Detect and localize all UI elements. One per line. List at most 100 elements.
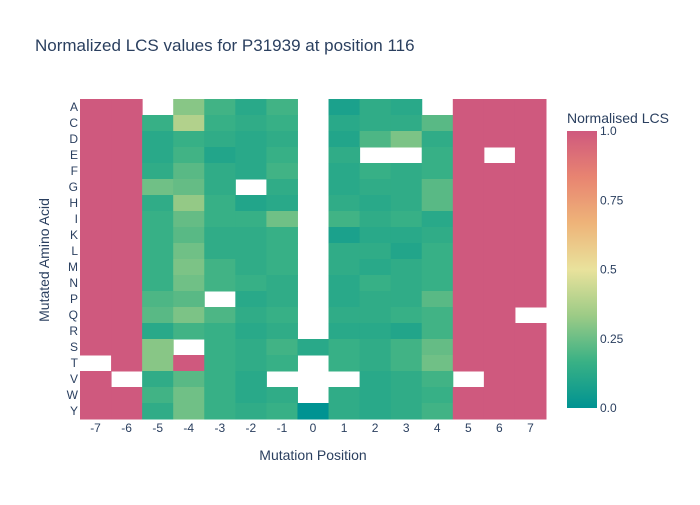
- heatmap-cell-K--5: [142, 227, 174, 244]
- heatmap-cell-P-4: [421, 291, 454, 308]
- heatmap-cell-Q-1: [328, 307, 361, 324]
- heatmap-cell-D-2: [359, 131, 392, 148]
- heatmap-cell-T--2: [235, 355, 267, 372]
- heatmap-cell-V-7: [514, 371, 547, 388]
- heatmap-cell-N-7: [514, 275, 547, 292]
- heatmap-cell-F--4: [173, 163, 205, 180]
- heatmap-cell-D-5: [452, 131, 485, 148]
- heatmap-cell-W-4: [421, 387, 454, 404]
- heatmap-cell-Y--1: [266, 403, 298, 420]
- heatmap-cell-Q-5: [452, 307, 485, 324]
- heatmap-cell-A-5: [452, 99, 485, 116]
- heatmap-cell-P--6: [111, 291, 143, 308]
- heatmap-cell-M-1: [328, 259, 361, 276]
- heatmap-cell-N--5: [142, 275, 174, 292]
- x-tick-labels: -7 -6 -5 -4 -3 -2 -1 0 1 2 3 4 5 6 7: [90, 421, 534, 435]
- heatmap-cell-F-2: [359, 163, 392, 180]
- heatmap-cell-G--3: [204, 179, 236, 196]
- heatmap-cell-E-1: [328, 147, 361, 164]
- heatmap-cell-Q--2: [235, 307, 267, 324]
- heatmap-cell-W--1: [266, 387, 298, 404]
- x-tick-label: -3: [214, 421, 225, 435]
- heatmap-cell-Y-6: [483, 403, 516, 420]
- heatmap-cell-E--6: [111, 147, 143, 164]
- heatmap-cell-C-2: [359, 115, 392, 132]
- heatmap-cell-E--1: [266, 147, 298, 164]
- heatmap-cell-H-5: [452, 195, 485, 212]
- x-tick-label: 0: [310, 421, 317, 435]
- heatmap-cell-S--7: [80, 339, 112, 356]
- heatmap-cells: [80, 99, 547, 420]
- y-tick-label: M: [68, 260, 78, 274]
- y-tick-label: L: [71, 244, 78, 258]
- heatmap-cell-K-7: [514, 227, 547, 244]
- heatmap-cell-Y--5: [142, 403, 174, 420]
- heatmap-cell-L--1: [266, 243, 298, 260]
- x-tick-label: -1: [277, 421, 288, 435]
- heatmap-cell-K--7: [80, 227, 112, 244]
- heatmap-cell-S-1: [328, 339, 361, 356]
- y-tick-label: C: [69, 116, 78, 130]
- heatmap-cell-D--1: [266, 131, 298, 148]
- heatmap-cell-S-0: [297, 339, 330, 356]
- heatmap-cell-L-2: [359, 243, 392, 260]
- heatmap-cell-E--4: [173, 147, 205, 164]
- y-tick-label: I: [75, 212, 78, 226]
- heatmap-cell-G-6: [483, 179, 516, 196]
- heatmap-cell-M-4: [421, 259, 454, 276]
- heatmap-cell-C-1: [328, 115, 361, 132]
- heatmap-cell-G--6: [111, 179, 143, 196]
- heatmap-cell-E--2: [235, 147, 267, 164]
- heatmap-cell-C-5: [452, 115, 485, 132]
- heatmap-cell-C-4: [421, 115, 454, 132]
- heatmap-cell-K--2: [235, 227, 267, 244]
- heatmap-cell-K-2: [359, 227, 392, 244]
- heatmap-cell-M-2: [359, 259, 392, 276]
- heatmap-cell-I--7: [80, 211, 112, 228]
- heatmap-cell-Q--6: [111, 307, 143, 324]
- heatmap-cell-M--5: [142, 259, 174, 276]
- heatmap-cell-M--4: [173, 259, 205, 276]
- heatmap-cell-A--7: [80, 99, 112, 116]
- heatmap-cell-H-6: [483, 195, 516, 212]
- heatmap-cell-R-1: [328, 323, 361, 340]
- heatmap-cell-T-2: [359, 355, 392, 372]
- heatmap-cell-K--1: [266, 227, 298, 244]
- heatmap-cell-R--1: [266, 323, 298, 340]
- x-tick-label: -5: [152, 421, 163, 435]
- heatmap-cell-G-5: [452, 179, 485, 196]
- heatmap-cell-R--6: [111, 323, 143, 340]
- heatmap-cell-R--7: [80, 323, 112, 340]
- heatmap-cell-S-6: [483, 339, 516, 356]
- heatmap-cell-V--7: [80, 371, 112, 388]
- heatmap-cell-I-3: [390, 211, 423, 228]
- heatmap-cell-Y-5: [452, 403, 485, 420]
- heatmap-cell-K-4: [421, 227, 454, 244]
- heatmap-cell-I--4: [173, 211, 205, 228]
- heatmap-cell-S-7: [514, 339, 547, 356]
- heatmap-cell-W-2: [359, 387, 392, 404]
- heatmap-cell-M-6: [483, 259, 516, 276]
- heatmap-cell-W--5: [142, 387, 174, 404]
- x-tick-label: 2: [372, 421, 379, 435]
- heatmap-cell-H--5: [142, 195, 174, 212]
- heatmap-cell-A-6: [483, 99, 516, 116]
- heatmap-cell-Y-2: [359, 403, 392, 420]
- heatmap-cell-H--6: [111, 195, 143, 212]
- heatmap-cell-R--2: [235, 323, 267, 340]
- x-tick-label: 5: [465, 421, 472, 435]
- heatmap-cell-S--1: [266, 339, 298, 356]
- heatmap-cell-H--2: [235, 195, 267, 212]
- x-tick-label: -2: [246, 421, 257, 435]
- heatmap-cell-F-5: [452, 163, 485, 180]
- heatmap-cell-P-6: [483, 291, 516, 308]
- heatmap-cell-N--7: [80, 275, 112, 292]
- heatmap-cell-H--1: [266, 195, 298, 212]
- heatmap-cell-V--4: [173, 371, 205, 388]
- heatmap-cell-L-3: [390, 243, 423, 260]
- heatmap-cell-C--3: [204, 115, 236, 132]
- heatmap-cell-I--6: [111, 211, 143, 228]
- heatmap-cell-V--5: [142, 371, 174, 388]
